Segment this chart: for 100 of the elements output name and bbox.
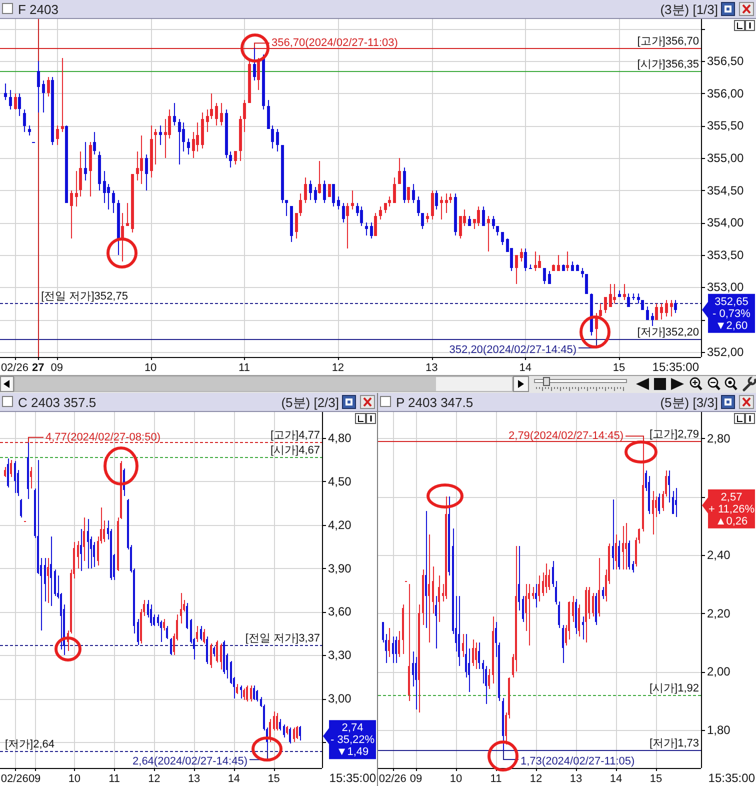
- candlestick: [271, 125, 274, 149]
- candlestick: [562, 624, 564, 664]
- candlestick: [538, 254, 541, 268]
- annotation: 4,77(2024/02/27-08:50): [46, 431, 160, 444]
- x-tick-label: 11: [108, 773, 120, 785]
- candlestick: [178, 118, 181, 165]
- text: 15:35:00: [652, 360, 700, 374]
- candlestick: [200, 626, 202, 642]
- candlestick: [674, 300, 677, 314]
- y-tick-label: 1,80: [707, 723, 731, 738]
- candlestick: [44, 558, 46, 602]
- candlestick: [384, 202, 387, 214]
- candlestick: [440, 196, 443, 220]
- text: 2,57 + 11,26% ▲0,26: [708, 491, 755, 528]
- x-tick-label: 15: [612, 362, 626, 374]
- candlestick: [552, 560, 554, 588]
- candlestick: [18, 92, 21, 116]
- candlestick: [250, 685, 252, 702]
- candlestick: [309, 180, 312, 200]
- candlestick: [604, 296, 607, 314]
- candlestick: [520, 248, 523, 262]
- candlestick: [7, 458, 9, 488]
- candlestick: [173, 102, 176, 126]
- candlestick: [23, 108, 26, 133]
- ref-line-label: [고가]4,77: [270, 430, 320, 442]
- chart-title: F 2403: [18, 2, 58, 17]
- candlestick: [658, 493, 660, 515]
- y-tick-label: 2,00: [707, 664, 731, 679]
- candlestick: [10, 459, 12, 478]
- candlestick: [628, 540, 630, 570]
- candlestick: [622, 525, 624, 570]
- candlestick: [253, 685, 255, 700]
- candlestick: [487, 216, 490, 252]
- candlestick: [501, 232, 504, 246]
- candlestick: [651, 312, 654, 326]
- candlestick: [670, 300, 673, 317]
- candlestick: [652, 490, 654, 536]
- candlestick: [79, 150, 82, 198]
- candlestick: [210, 92, 213, 120]
- candlestick: [14, 92, 17, 110]
- ref-line-label: [전일 저가]352,75: [41, 290, 128, 302]
- candlestick: [534, 251, 537, 272]
- candlestick: [216, 640, 218, 663]
- candlestick: [412, 183, 415, 204]
- candlestick: [388, 627, 390, 658]
- candlestick: [602, 586, 604, 600]
- candlestick: [407, 186, 410, 204]
- candlestick: [103, 170, 106, 204]
- candlestick: [588, 586, 590, 620]
- candlestick: [672, 490, 674, 515]
- x-tick-label: 15: [650, 773, 662, 785]
- candlestick: [267, 99, 270, 130]
- ref-line-label: [저가]352,20: [637, 326, 699, 338]
- candlestick: [655, 302, 658, 320]
- candlestick: [388, 196, 391, 207]
- x-tick-label: 13: [426, 362, 438, 374]
- y-tick-label: 3,60: [328, 604, 352, 619]
- candlestick: [230, 660, 232, 685]
- y-tick-label: 354,00: [707, 216, 744, 230]
- x-tick-label: 12: [148, 773, 160, 785]
- candlestick: [458, 595, 460, 666]
- candlestick: [37, 60, 40, 114]
- candlestick: [93, 132, 96, 156]
- y-tick-label: 353,50: [707, 248, 744, 262]
- candlestick: [578, 604, 580, 638]
- candlestick: [342, 202, 345, 224]
- candlestick: [632, 560, 634, 573]
- candlestick: [478, 642, 480, 670]
- candlestick: [150, 604, 152, 627]
- candlestick: [548, 569, 550, 590]
- candlestick: [421, 212, 424, 230]
- candlestick: [432, 566, 434, 614]
- y-tick-label: 354,50: [707, 183, 744, 198]
- candlestick: [465, 633, 467, 678]
- candlestick: [54, 569, 56, 596]
- candlestick: [668, 470, 670, 503]
- candlestick: [557, 254, 560, 272]
- candlestick: [428, 534, 430, 644]
- x-tick-label: 27: [32, 362, 44, 374]
- ref-line-label: [시가]4,67: [270, 444, 320, 456]
- y-tick-label: 4,80: [328, 431, 352, 446]
- candlestick: [279, 718, 281, 731]
- y-tick-label: 3,00: [328, 692, 352, 706]
- chart-title: C 2403 357.5: [18, 395, 96, 410]
- candlestick: [83, 517, 85, 562]
- candlestick: [558, 601, 560, 628]
- candlestick: [598, 557, 600, 617]
- candlestick: [170, 637, 172, 656]
- candlestick: [370, 222, 373, 240]
- ref-line-label: [저가]2,64: [5, 738, 55, 750]
- candlestick: [236, 684, 238, 695]
- candlestick: [276, 712, 278, 731]
- x-tick-label: 09: [410, 773, 422, 785]
- y-tick-label: 353,00: [707, 280, 744, 294]
- candlestick: [438, 574, 440, 623]
- candlestick: [283, 724, 285, 738]
- candlestick: [299, 726, 301, 742]
- x-tick-label: 09: [50, 362, 63, 374]
- candlestick: [196, 122, 199, 152]
- candlestick: [627, 293, 630, 308]
